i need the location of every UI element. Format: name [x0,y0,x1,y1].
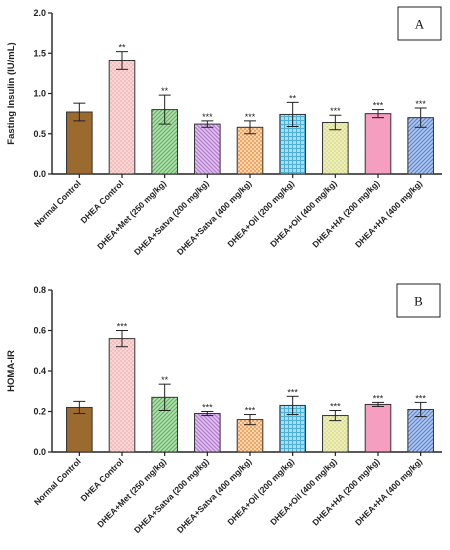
x-category-label: DHEA+Met (250 mg/kg) [95,178,168,251]
significance-label: *** [415,393,426,403]
y-tick-label: 0.0 [33,447,46,457]
y-tick-label: 1.0 [33,89,46,99]
chart-panel-b: 0.0 0.2 0.4 0.6 0.8 HOMA-IR Normal Control *** D… [6,283,442,535]
chart-panel-a: 0.0 0.5 1.0 1.5 2.0 Fasting Insulin (IU/mL) No… [6,6,442,257]
significance-label: *** [287,387,298,397]
panel-label-box [396,283,441,318]
y-axis-label: HOMA-IR [6,350,17,392]
panel-label-box [397,6,442,41]
bar-8 [364,113,392,175]
x-category-label: Normal Control [32,456,83,507]
y-tick-label: 0.8 [33,285,46,295]
x-category-label: DHEA+Satva (400 mg/kg) [175,456,254,535]
y-tick-label: 0.6 [33,326,46,336]
significance-label: *** [202,112,213,122]
significance-label: *** [373,393,384,403]
significance-label: *** [245,406,256,416]
y-tick-label: 0.4 [33,366,46,376]
significance-label: *** [330,106,341,116]
significance-label: *** [202,403,213,413]
x-category-label: DHEA Control [78,456,125,503]
significance-label: *** [117,322,128,332]
y-tick-label: 2.0 [33,8,46,18]
significance-label: ** [161,86,169,96]
bar-7 [322,121,349,175]
significance-label: *** [245,112,256,122]
x-category-label: DHEA+Satva (200 mg/kg) [132,456,211,535]
y-tick-label: 0.5 [33,129,46,139]
significance-label: ** [118,43,126,53]
y-tick-label: 1.5 [33,48,46,58]
bar-5 [236,126,264,175]
x-category-label: DHEA+Satva (400 mg/kg) [175,178,254,257]
y-tick-label: 0.2 [33,407,46,417]
bar-2 [108,59,136,175]
x-category-label: DHEA Control [78,178,125,225]
significance-label: *** [330,401,341,411]
significance-label: ** [161,375,169,385]
bar-7 [322,415,349,453]
x-category-label: DHEA+Met (250 mg/kg) [95,456,168,529]
significance-label: ** [289,93,297,103]
bar-8 [364,403,392,453]
panel-label: B [414,294,423,309]
bar-4 [194,413,221,453]
y-tick-label: 0.0 [33,169,46,179]
significance-label: *** [373,101,384,111]
y-axis-label: Fasting Insulin (IU/mL) [6,42,17,144]
x-category-label: Normal Control [32,178,83,229]
x-category-label: DHEA+Satva (200 mg/kg) [132,178,211,257]
bar-9 [407,408,434,453]
panel-label: A [415,17,425,32]
bar-2 [108,338,136,453]
bar-4 [194,123,221,175]
bar-1 [66,406,93,453]
significance-label: *** [415,99,426,109]
